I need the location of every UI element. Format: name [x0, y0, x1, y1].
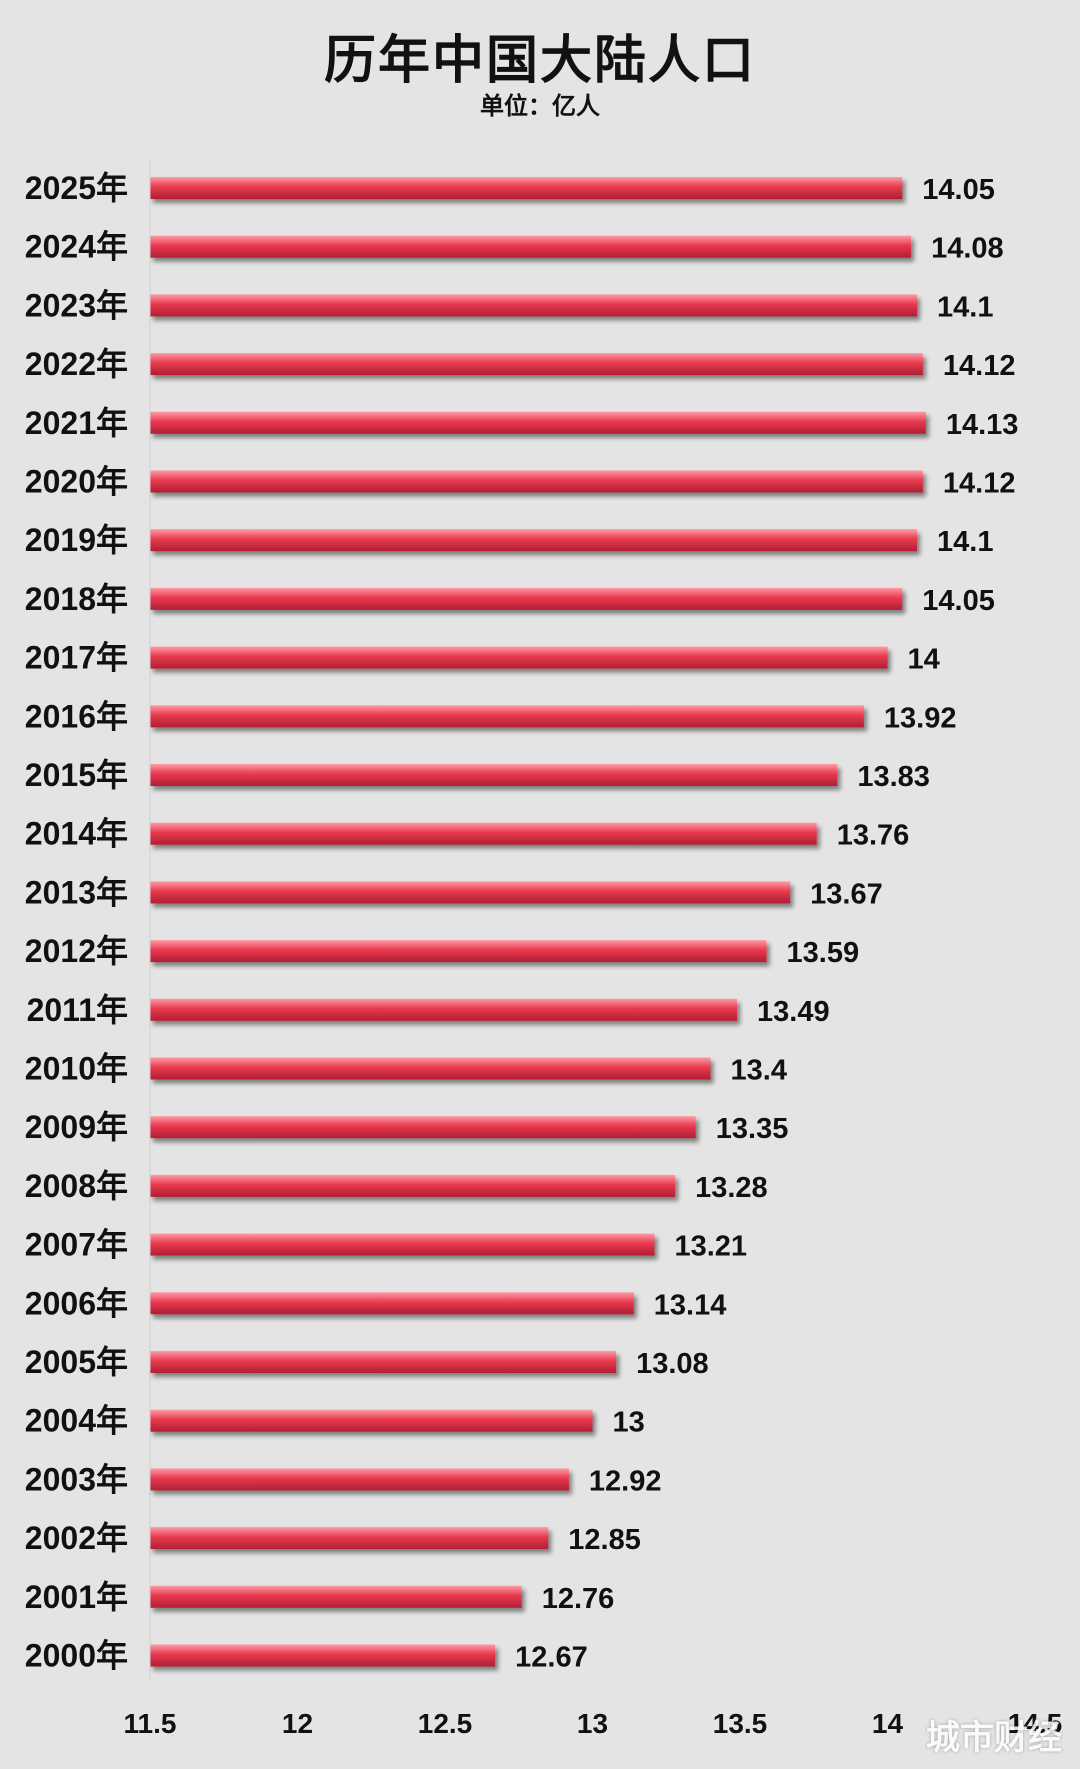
watermark: 城市财经 [926, 1719, 1062, 1757]
bar [150, 353, 923, 376]
bars-layer: 2025年 14.05 2024年 14.08 2023年 14.1 2022年 14.12 2… [25, 170, 1019, 1674]
bar [150, 470, 923, 493]
data-label: 13.21 [674, 1231, 747, 1263]
data-label: 13.67 [810, 878, 883, 910]
data-label: 14.12 [943, 468, 1016, 500]
bar [150, 940, 767, 963]
data-label: 14.13 [946, 409, 1019, 441]
data-label: 13.14 [654, 1289, 727, 1321]
data-label: 14.1 [937, 526, 993, 558]
category-label: 2010年 [25, 1051, 128, 1087]
data-label: 13 [613, 1407, 645, 1439]
bar [150, 1468, 569, 1491]
category-label: 2007年 [25, 1227, 128, 1263]
bar [150, 646, 888, 669]
x-tick-label: 14.5 [1008, 1708, 1063, 1739]
category-label: 2023年 [25, 287, 128, 323]
category-label: 2025年 [25, 170, 128, 206]
data-label: 12.92 [589, 1465, 662, 1497]
bar [150, 1057, 711, 1080]
data-label: 13.92 [884, 702, 957, 734]
category-label: 2011年 [27, 992, 128, 1028]
data-label: 14.08 [931, 233, 1004, 265]
bar [150, 1585, 522, 1608]
category-label: 2006年 [25, 1285, 128, 1321]
chart-subtitle: 单位：亿人 [480, 93, 600, 120]
category-label: 2019年 [25, 522, 128, 558]
bar [150, 529, 917, 552]
bar [150, 998, 738, 1021]
category-label: 2004年 [25, 1403, 128, 1439]
category-label: 2021年 [25, 405, 128, 441]
chart-title: 历年中国大陆人口 [323, 32, 756, 90]
bar [150, 764, 838, 786]
category-label: 2017年 [25, 640, 128, 676]
category-label: 2003年 [25, 1461, 128, 1497]
category-label: 2012年 [25, 933, 128, 969]
bar [150, 294, 917, 317]
data-label: 12.67 [515, 1642, 588, 1674]
bar [150, 1527, 549, 1550]
x-axis: 11.5 12 12.5 13 13.5 14 14.5 [124, 160, 1063, 1739]
x-tick-label: 14 [872, 1708, 904, 1739]
category-label: 2018年 [25, 581, 128, 617]
data-label: 14 [908, 644, 940, 676]
bar [150, 822, 817, 845]
category-label: 2005年 [25, 1344, 128, 1380]
bar [150, 1174, 676, 1197]
bar [150, 177, 903, 199]
category-label: 2002年 [25, 1520, 128, 1556]
data-label: 14.05 [922, 174, 995, 206]
bar [150, 587, 903, 610]
category-label: 2024年 [25, 229, 128, 265]
bar [150, 1116, 696, 1139]
data-label: 14.05 [922, 585, 995, 617]
data-label: 13.35 [716, 1113, 789, 1145]
data-label: 13.08 [636, 1348, 709, 1380]
bar [150, 1233, 655, 1256]
category-label: 2000年 [25, 1638, 128, 1674]
category-label: 2013年 [25, 874, 128, 910]
bar [150, 1292, 634, 1315]
category-label: 2001年 [25, 1579, 128, 1615]
data-label: 13.83 [857, 761, 930, 793]
bar [150, 1351, 617, 1373]
category-label: 2008年 [25, 1168, 128, 1204]
data-label: 13.49 [757, 996, 830, 1028]
bar [150, 881, 791, 904]
data-label: 13.28 [695, 1172, 768, 1204]
bar [150, 411, 926, 434]
bar [150, 1409, 593, 1432]
data-label: 14.12 [943, 350, 1016, 382]
category-label: 2009年 [25, 1109, 128, 1145]
data-label: 12.76 [542, 1583, 615, 1615]
category-label: 2015年 [25, 757, 128, 793]
bar [150, 705, 864, 728]
x-tick-label: 13.5 [713, 1708, 768, 1739]
category-label: 2016年 [25, 698, 128, 734]
x-tick-label: 12.5 [418, 1708, 473, 1739]
data-label: 13.76 [837, 820, 910, 852]
x-tick-label: 13 [577, 1708, 608, 1739]
x-tick-label: 12 [282, 1708, 313, 1739]
category-label: 2020年 [25, 464, 128, 500]
data-label: 13.59 [787, 937, 860, 969]
bar [150, 1644, 496, 1667]
category-label: 2022年 [25, 346, 128, 382]
x-tick-label: 11.5 [124, 1708, 177, 1739]
data-label: 14.1 [937, 291, 993, 323]
category-label: 2014年 [25, 816, 128, 852]
data-label: 12.85 [568, 1524, 641, 1556]
bar [150, 235, 912, 258]
data-label: 13.4 [731, 1055, 787, 1087]
